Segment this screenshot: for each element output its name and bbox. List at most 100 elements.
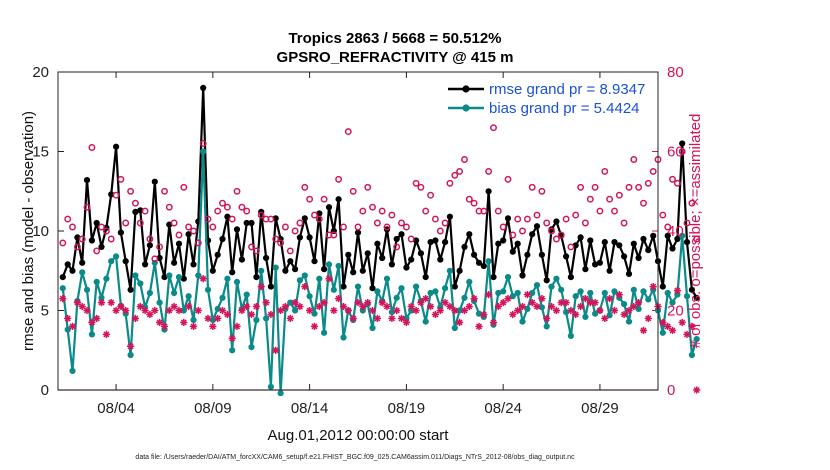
rmse-point [306,234,313,241]
rmse-point [630,240,637,247]
assimilated-obs-marker [306,306,314,315]
rmse-point [301,215,308,222]
possible-obs-marker [494,207,502,215]
possible-obs-marker [538,187,546,195]
assimilated-obs-marker [335,295,343,303]
possible-obs-marker [499,223,507,231]
rmse-point [538,251,546,258]
bias-point [611,288,618,295]
assimilated-obs-marker [325,275,333,283]
rmse-point [596,259,604,266]
assimilated-obs-marker [557,299,565,307]
bias-point [321,329,328,336]
bias-point [233,278,241,285]
possible-obs-marker [161,187,168,195]
bias-point [335,262,342,270]
rmse-point [79,259,86,266]
bias-point [398,285,405,292]
assimilated-obs-marker [664,322,672,330]
possible-obs-marker [552,235,560,243]
bias-point [383,275,391,282]
assimilated-obs-marker [160,322,169,330]
rmse-point [461,243,468,250]
rmse-point [190,261,197,268]
x-tick-label: 08/19 [388,400,426,417]
bias-point [451,324,458,332]
assimilated-obs-marker [446,302,454,311]
assimilated-obs-marker [238,306,246,315]
assimilated-obs-marker [470,295,478,303]
bias-point [621,301,628,308]
chart-subtitle: GPSRO_REFRACTIVITY @ 415 m [277,49,514,66]
rmse-point [209,267,216,274]
rmse-point [408,256,415,263]
bias-point [495,289,502,297]
assimilated-obs-marker [233,322,241,330]
assimilated-obs-marker [359,302,367,311]
plot-frame [57,71,659,391]
assimilated-obs-marker [277,306,285,315]
assimilated-obs-marker [315,302,323,311]
possible-obs-marker [199,140,207,147]
bias-point [146,289,153,297]
rmse-point [398,231,405,238]
assimilated-obs-marker [296,302,304,311]
possible-obs-marker [581,219,589,227]
possible-obs-marker [204,215,212,223]
possible-obs-marker [611,207,618,215]
rmse-point [175,240,183,247]
assimilated-obs-marker [136,302,144,311]
possible-obs-marker [480,207,488,215]
assimilated-obs-marker [475,322,483,330]
bias-point [577,288,584,295]
bias-point [446,267,453,274]
rmse-point [529,231,536,238]
possible-obs-marker [548,227,555,235]
possible-obs-marker [625,183,633,191]
y2-tick-label: 80 [667,64,684,81]
bias-point [543,323,550,330]
bias-point [229,347,236,354]
bias-point [640,288,647,295]
assimilated-obs-marker [605,295,614,303]
rmse-point [321,266,328,273]
bias-point [166,272,173,279]
rmse-point [243,219,250,227]
assimilated-obs-marker [634,299,643,307]
possible-obs-marker [422,207,430,215]
possible-obs-marker [528,183,536,191]
assimilated-obs-marker [330,306,338,315]
possible-obs-marker [519,227,526,235]
possible-obs-marker [543,219,551,227]
assimilated-obs-marker [567,306,575,315]
possible-obs-marker [102,227,110,235]
possible-obs-marker [165,203,173,211]
possible-obs-marker [223,203,231,211]
assimilated-obs-marker [407,302,415,311]
assimilated-obs-marker [678,318,686,326]
bias-point [693,336,700,343]
bias-point [567,332,575,339]
bias-point [292,307,299,314]
bias-point [625,318,633,325]
possible-obs-marker [127,187,135,195]
rmse-point [480,262,487,270]
possible-obs-marker [630,156,638,163]
bias-point [422,318,429,325]
y2-axis-label: # of obs: o=possible; ×=assimilated [687,114,704,349]
possible-obs-marker [383,223,391,231]
possible-obs-marker [185,223,193,231]
bias-point [659,329,666,336]
bias-point [79,269,86,276]
bias-point [200,148,207,155]
assimilated-obs-marker [286,314,294,322]
possible-obs-marker [151,255,159,263]
possible-obs-marker [417,183,425,191]
assimilated-obs-marker [402,318,410,326]
possible-obs-marker [461,156,468,163]
bias-point [553,275,560,282]
bias-point [272,264,279,271]
possible-obs-marker [606,195,614,203]
rmse-point [582,266,589,273]
assimilated-obs-marker [451,306,459,315]
